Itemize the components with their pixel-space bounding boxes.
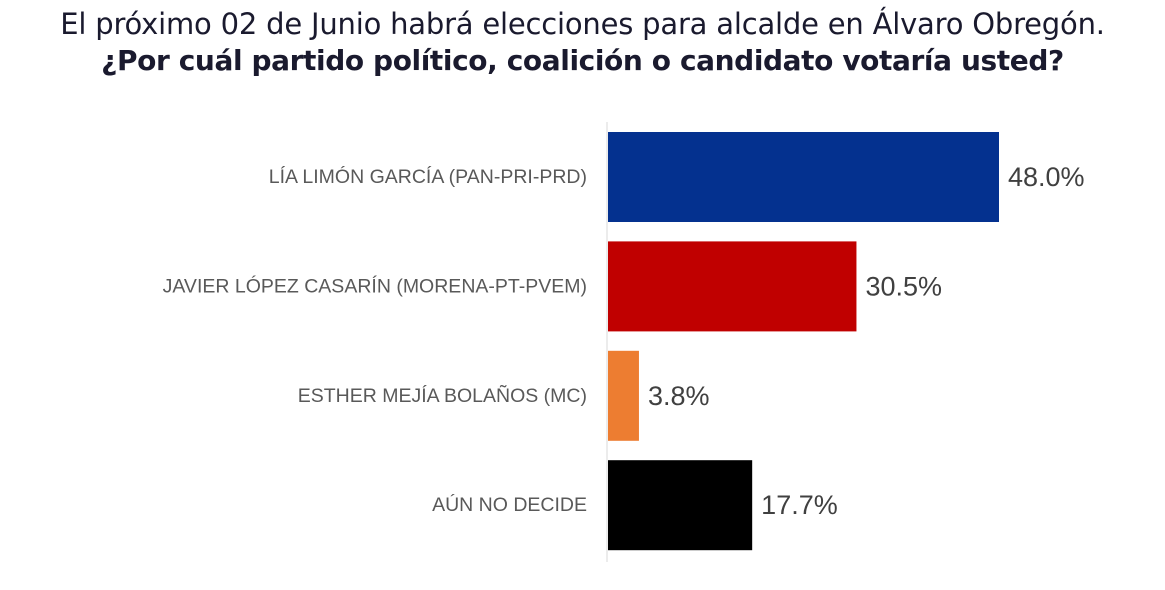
category-label-1: LÍA LIMÓN GARCÍA (PAN-PRI-PRD): [269, 165, 587, 188]
value-label-2: 30.5%: [865, 271, 942, 301]
category-label-3: ESTHER MEJÍA BOLAÑOS (MC): [298, 383, 587, 407]
value-label-3: 3.8%: [648, 381, 710, 411]
bar-4: [608, 460, 753, 551]
chart-question: ¿Por cuál partido político, coalición o …: [101, 44, 1064, 77]
category-label-2: JAVIER LÓPEZ CASARÍN (MORENA-PT-PVEM): [163, 274, 587, 297]
bar-3: [608, 350, 639, 441]
value-label-1: 48.0%: [1008, 162, 1085, 192]
chart-title: El próximo 02 de Junio habrá elecciones …: [60, 7, 1105, 41]
bar-1: [608, 132, 999, 222]
value-label-4: 17.7%: [761, 490, 838, 520]
bar-2: [608, 241, 857, 332]
category-label-4: AÚN NO DECIDE: [432, 493, 587, 516]
